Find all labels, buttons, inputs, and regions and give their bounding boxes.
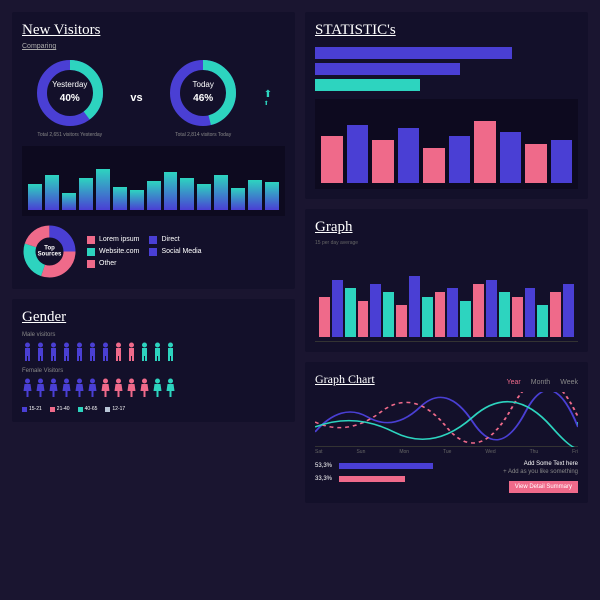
gender-legend: 15-2121-4040-6512-17 (22, 406, 285, 412)
gender-title: Gender (22, 309, 285, 326)
yesterday-donut: Yesterday 40% Total 2,651 visitors Yeste… (35, 58, 105, 138)
chart-panel: Graph Chart YearMonthWeek SatSunMonTueWe… (305, 362, 588, 503)
view-detail-button[interactable]: View Detail Summary (509, 481, 578, 493)
female-row (22, 378, 285, 398)
vs-label: vs (130, 92, 142, 104)
today-donut: Today 46% Total 2,814 visitors Today (168, 58, 238, 138)
visitors-title: New Visitors (22, 22, 285, 39)
gender-panel: Gender Male visitors Female Visitors 15-… (12, 299, 295, 422)
graph-bars (315, 252, 578, 342)
sources-legend: Lorem ipsum Direct Website.com Social Media… (87, 236, 202, 268)
line-chart (315, 392, 578, 447)
up-arrow-icon: ⬆ (264, 89, 272, 107)
tab-year[interactable]: Year (507, 379, 521, 386)
statistics-title: STATISTIC's (315, 22, 578, 39)
visitors-barchart (22, 146, 285, 216)
tab-week[interactable]: Week (560, 379, 578, 386)
graph-panel: Graph 15 per day average (305, 209, 588, 352)
stat-hbars (315, 47, 578, 91)
male-row (22, 342, 285, 362)
statistics-panel: STATISTIC's (305, 12, 588, 199)
visitors-panel: New Visitors Comparing Yesterday 40% Tot… (12, 12, 295, 289)
graph-title: Graph (315, 219, 578, 236)
stat-vbars (315, 99, 578, 189)
chart-days: SatSunMonTueWedThuFri (315, 449, 578, 455)
legend-item: Website.com (87, 248, 139, 256)
legend-item: Social Media (149, 248, 201, 256)
legend-item: Lorem ipsum (87, 236, 139, 244)
pie-center-label: TopSources (38, 245, 62, 258)
visitors-subtitle: Comparing (22, 43, 285, 50)
sources-pie: TopSources (22, 224, 77, 279)
tab-month[interactable]: Month (531, 379, 550, 386)
legend-item: Direct (149, 236, 201, 244)
legend-item: Other (87, 260, 139, 268)
